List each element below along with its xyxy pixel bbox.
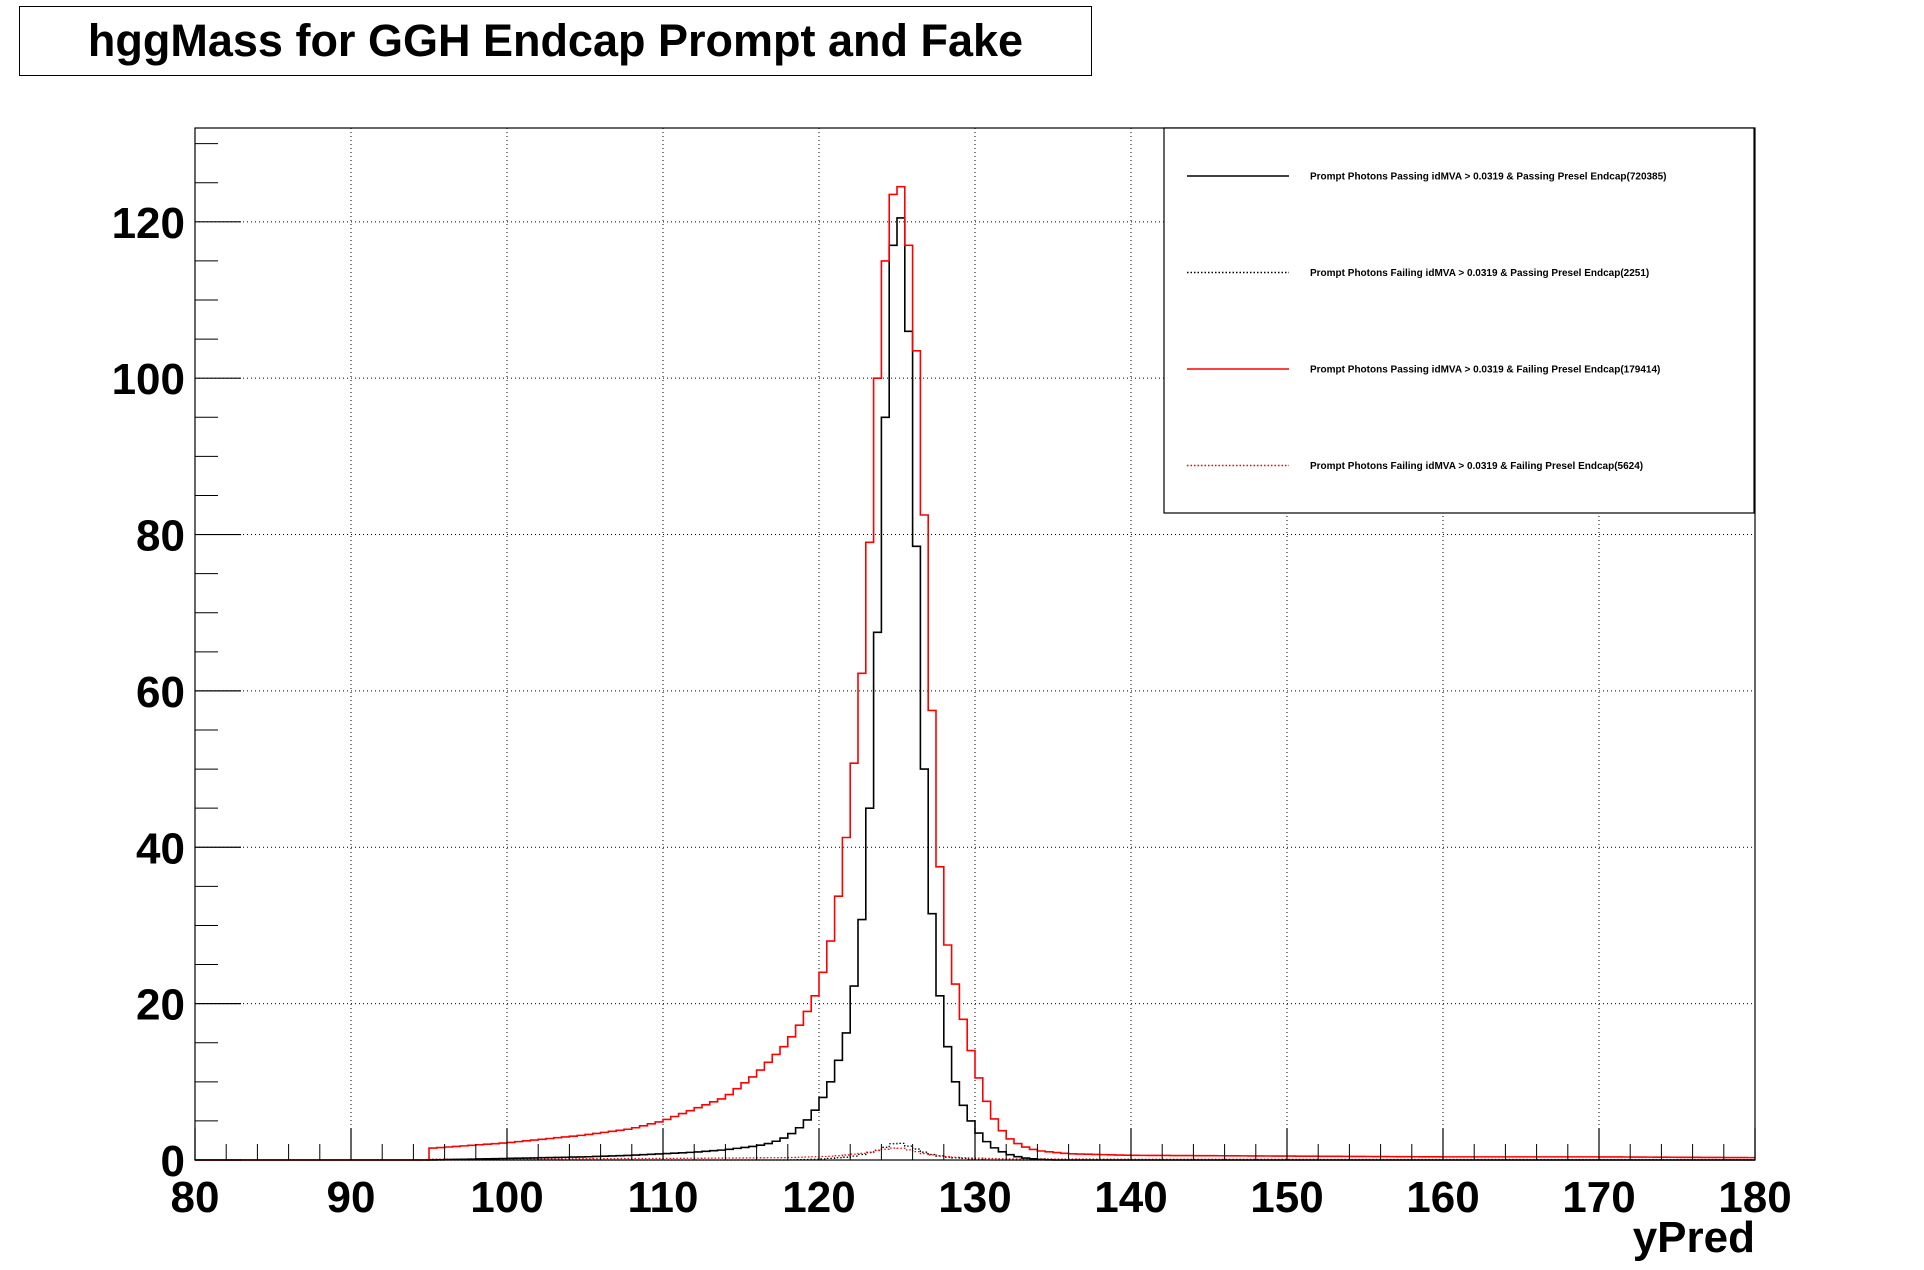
y-tick-label: 80	[136, 512, 185, 561]
x-tick-label: 160	[1406, 1173, 1479, 1222]
legend: Prompt Photons Passing idMVA > 0.0319 & …	[1163, 127, 1755, 514]
y-tick-label: 40	[136, 824, 185, 873]
x-tick-label: 150	[1250, 1173, 1323, 1222]
series-line-3	[195, 185, 1755, 1161]
chart-title: hggMass for GGH Endcap Prompt and Fake	[87, 15, 1024, 66]
y-tick-label: 100	[112, 355, 185, 404]
legend-label-3: Prompt Photons Passing idMVA > 0.0319 & …	[1310, 365, 1660, 376]
y-tick-label: 120	[112, 199, 185, 248]
x-tick-label: 180	[1718, 1173, 1791, 1222]
legend-label-1: Prompt Photons Passing idMVA > 0.0319 & …	[1310, 172, 1667, 183]
tick-labels: 80 90 100 110 120 130 140 150 160 170 180 0 20 40 60 80…	[112, 199, 1792, 1222]
x-tick-label: 170	[1562, 1173, 1635, 1222]
x-tick-label: 140	[1094, 1173, 1167, 1222]
x-tick-label: 80	[171, 1173, 220, 1222]
chart-title-box: hggMass for GGH Endcap Prompt and Fake	[19, 6, 1092, 76]
y-tick-label: 60	[136, 668, 185, 717]
y-tick-label: 0	[161, 1137, 185, 1186]
legend-label-4: Prompt Photons Failing idMVA > 0.0319 & …	[1310, 461, 1643, 472]
x-axis-label: yPred	[1633, 1213, 1755, 1262]
series-line-4	[195, 1147, 1755, 1161]
x-tick-label: 110	[628, 1173, 699, 1222]
axis-ticks	[194, 143, 1756, 1161]
legend-box	[1163, 127, 1755, 514]
x-tick-label: 130	[938, 1173, 1011, 1222]
y-tick-label: 20	[136, 981, 185, 1030]
legend-label-2: Prompt Photons Failing idMVA > 0.0319 & …	[1310, 268, 1649, 279]
x-tick-label: 100	[470, 1173, 543, 1222]
x-tick-label: 120	[782, 1173, 855, 1222]
x-tick-label: 90	[327, 1173, 376, 1222]
